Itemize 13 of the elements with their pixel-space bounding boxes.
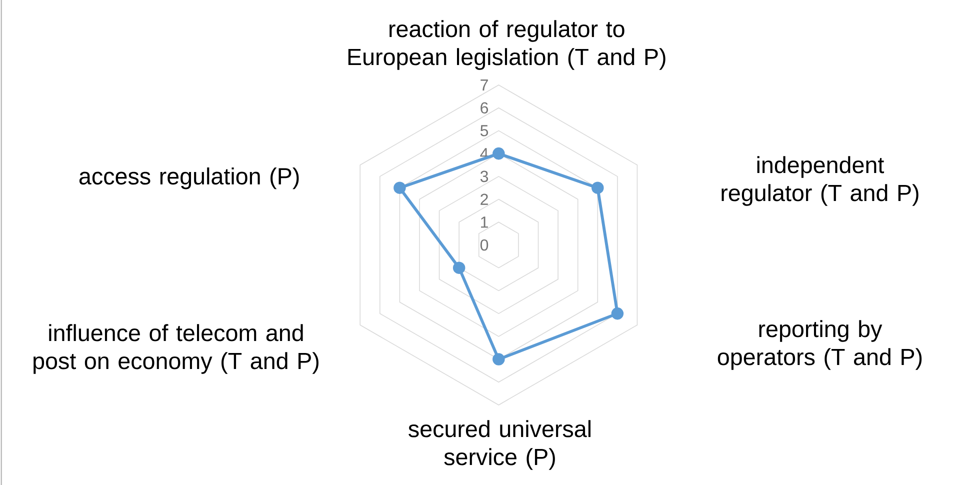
spoke-label: independent regulator (T and P) [722, 156, 918, 206]
y-tick-label: 7 [480, 79, 488, 90]
spoke-label: access regulation (P) [79, 167, 299, 190]
y-tick-label: 6 [480, 102, 488, 114]
spoke-label: reaction of regulator to European legislation (T and P) [348, 20, 666, 70]
y-tick-label: 5 [480, 125, 488, 136]
y-tick-label: 1 [481, 216, 488, 228]
spoke-label: secured universal service (P) [408, 420, 590, 470]
y-tick-label: 3 [480, 170, 488, 182]
y-tick-label: 2 [480, 194, 488, 205]
spoke-label: reporting by operators (T and P) [718, 320, 922, 370]
spoke-label: influence of telecom and post on economy (T and P) [34, 324, 318, 374]
y-tick-label: 0 [480, 239, 488, 251]
